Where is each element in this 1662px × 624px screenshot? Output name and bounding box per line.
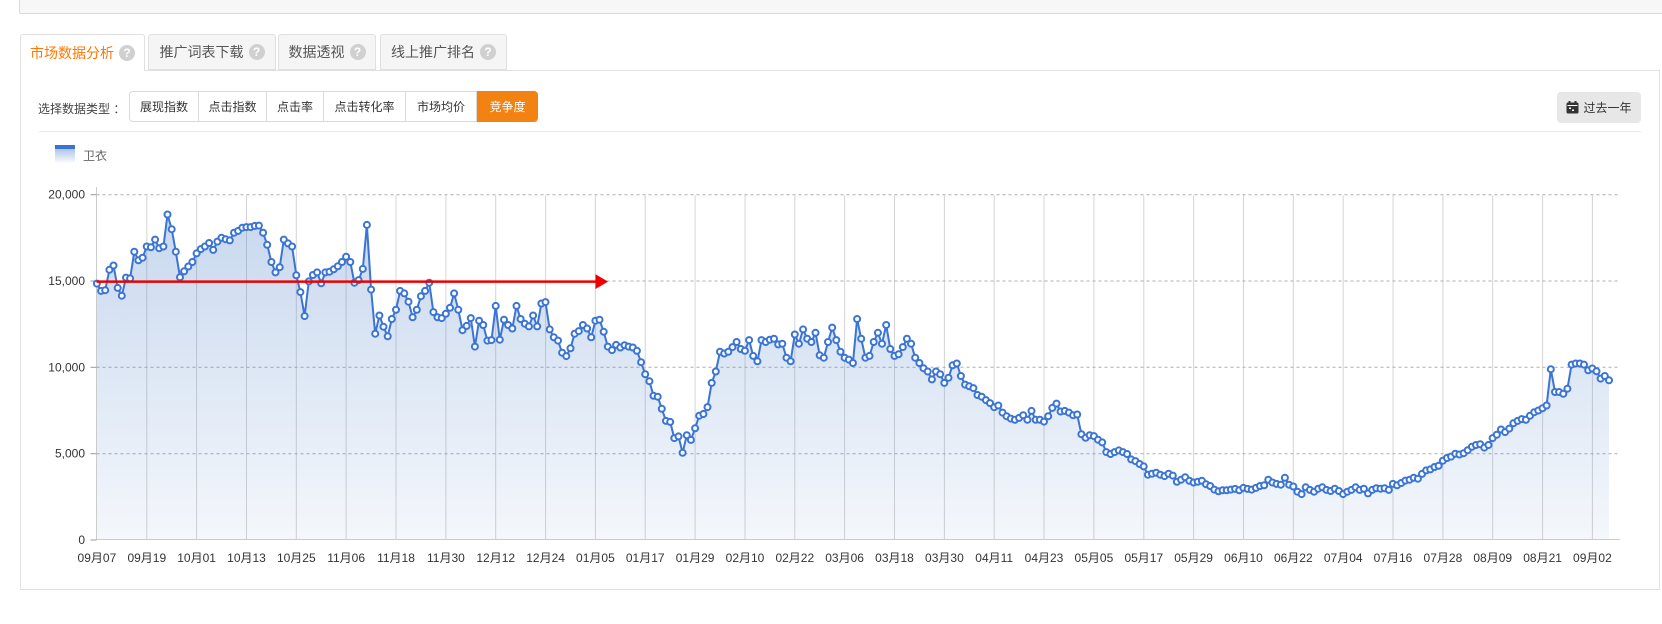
- svg-text:05月29: 05月29: [1174, 551, 1213, 565]
- svg-text:09月07: 09月07: [78, 551, 117, 565]
- svg-text:03月30: 03月30: [925, 551, 964, 565]
- svg-text:12月24: 12月24: [526, 551, 565, 565]
- svg-text:05月17: 05月17: [1124, 551, 1163, 565]
- svg-text:04月11: 04月11: [975, 551, 1013, 565]
- svg-text:07月16: 07月16: [1374, 551, 1413, 565]
- svg-text:01月29: 01月29: [676, 551, 715, 565]
- svg-text:15,000: 15,000: [48, 274, 85, 288]
- svg-text:03月18: 03月18: [875, 551, 914, 565]
- svg-text:09月02: 09月02: [1573, 551, 1612, 565]
- svg-text:10月01: 10月01: [177, 551, 216, 565]
- svg-text:07月28: 07月28: [1424, 551, 1463, 565]
- svg-text:09月19: 09月19: [127, 551, 166, 565]
- svg-text:08月21: 08月21: [1523, 551, 1562, 565]
- svg-text:02月22: 02月22: [775, 551, 814, 565]
- svg-text:20,000: 20,000: [48, 188, 85, 202]
- svg-text:04月23: 04月23: [1025, 551, 1064, 565]
- svg-text:08月09: 08月09: [1473, 551, 1512, 565]
- svg-text:06月10: 06月10: [1224, 551, 1263, 565]
- svg-text:01月17: 01月17: [626, 551, 665, 565]
- svg-text:10月13: 10月13: [227, 551, 266, 565]
- svg-text:12月12: 12月12: [476, 551, 515, 565]
- svg-text:5,000: 5,000: [55, 447, 85, 461]
- svg-text:0: 0: [78, 533, 85, 547]
- svg-text:01月05: 01月05: [576, 551, 615, 565]
- svg-text:06月22: 06月22: [1274, 551, 1313, 565]
- svg-text:07月04: 07月04: [1324, 551, 1363, 565]
- svg-text:05月05: 05月05: [1075, 551, 1114, 565]
- svg-text:11月06: 11月06: [327, 551, 365, 565]
- svg-text:10,000: 10,000: [48, 360, 85, 374]
- svg-text:11月30: 11月30: [427, 551, 465, 565]
- svg-text:02月10: 02月10: [726, 551, 765, 565]
- svg-text:11月18: 11月18: [377, 551, 415, 565]
- svg-text:03月06: 03月06: [825, 551, 864, 565]
- svg-text:10月25: 10月25: [277, 551, 316, 565]
